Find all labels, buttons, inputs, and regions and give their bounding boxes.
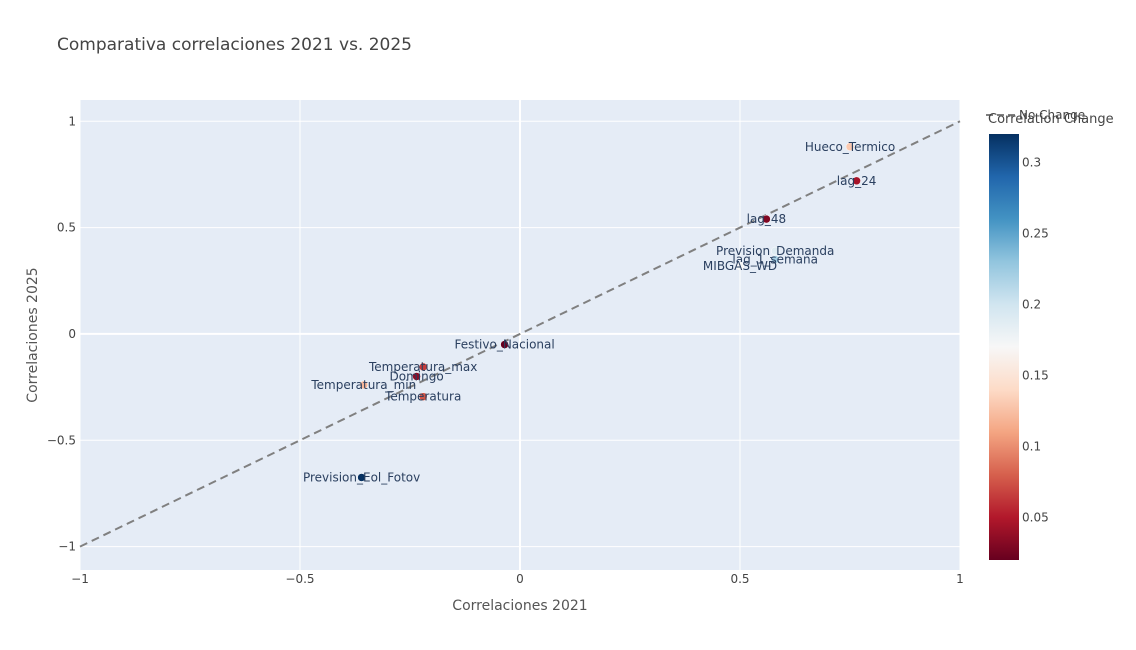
colorbar-tick-label: 0.1 — [1022, 439, 1041, 453]
y-axis: −1 −0.5 0 0.5 1 — [47, 114, 76, 553]
point-label: Temperatura_min — [310, 378, 416, 392]
point-label: Prevision_Demanda — [716, 244, 834, 258]
point-label: Temperatura_max — [368, 360, 477, 374]
point-label: lag_24 — [837, 174, 877, 188]
point-label: Festivo_Nacional — [454, 338, 554, 352]
point-Festivo_Nacional[interactable] — [500, 340, 509, 349]
point-Prevision_Demanda[interactable] — [770, 246, 780, 256]
point-lag_1_semana[interactable] — [770, 255, 780, 264]
colorbar-tick-label: 0.25 — [1022, 226, 1049, 240]
colorbar-ticks: 0.05 0.1 0.15 0.2 0.25 0.3 — [1022, 155, 1049, 524]
x-tick-label: 0 — [516, 572, 524, 586]
no-change-line — [79, 120, 961, 548]
legend[interactable]: No Change — [986, 108, 1085, 122]
y-tick-label: 0.5 — [57, 221, 76, 235]
y-tick-label: −0.5 — [47, 433, 76, 447]
x-axis-title: Correlaciones 2021 — [452, 598, 587, 614]
point-label: MIBGAS_WD — [703, 259, 777, 273]
x-tick-label: 0.5 — [730, 572, 749, 586]
point-lag_48[interactable] — [762, 214, 771, 224]
point-Temperatura[interactable] — [418, 392, 428, 401]
colorbar-gradient — [989, 134, 1019, 560]
colorbar-title: Correlation Change — [988, 112, 1114, 127]
chart-title: Comparativa correlaciones 2021 vs. 2025 — [57, 35, 412, 55]
colorbar: Correlation Change 0.05 0.1 0.15 0.2 0.25 0.3 — [988, 112, 1114, 560]
x-axis: −1 −0.5 0 0.5 1 — [71, 572, 964, 586]
point-Temperatura_min[interactable] — [359, 380, 369, 390]
point-label: Domingo — [390, 369, 444, 383]
colorbar-tick-label: 0.15 — [1022, 368, 1049, 382]
x-tick-label: −1 — [71, 572, 89, 586]
x-tick-label: 1 — [956, 572, 964, 586]
colorbar-tick-label: 0.3 — [1022, 155, 1041, 169]
legend-label-no-change: No Change — [1019, 108, 1085, 122]
y-tick-label: −1 — [58, 540, 76, 554]
y-axis-title: Correlaciones 2025 — [25, 267, 41, 402]
point-label: lag_1_semana — [732, 253, 818, 267]
point-label: lag_48 — [747, 212, 787, 226]
y-tick-label: 1 — [68, 114, 76, 128]
point-Hueco_Termico[interactable] — [845, 142, 855, 152]
point-label: Temperatura — [384, 390, 461, 404]
y-tick-label: 0 — [68, 327, 76, 341]
point-Temperatura_max[interactable] — [418, 362, 428, 372]
point-MIBGAS_WD[interactable] — [735, 261, 745, 271]
point-lag_24[interactable] — [852, 176, 861, 186]
point-Prevision_Eol_Fotov[interactable] — [357, 473, 366, 482]
colorbar-tick-label: 0.05 — [1022, 510, 1049, 524]
point-label: Hueco_Termico — [805, 140, 895, 154]
point-Domingo[interactable] — [412, 372, 421, 381]
scatter-points: Hueco_Termico lag_24 lag_48 Prevision_Deman… — [303, 140, 895, 485]
x-tick-label: −0.5 — [285, 572, 314, 586]
point-label: Prevision_Eol_Fotov — [303, 470, 420, 484]
colorbar-tick-label: 0.2 — [1022, 297, 1041, 311]
